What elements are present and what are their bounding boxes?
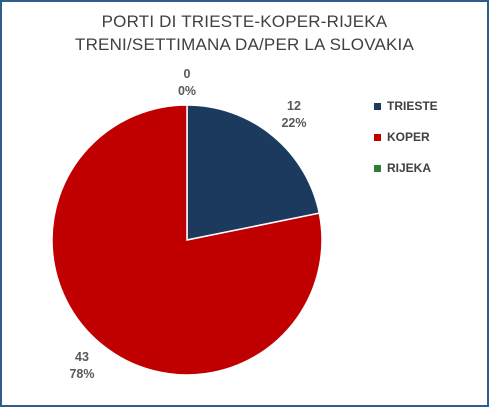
data-label-percent-rijeka: 0% (178, 84, 196, 98)
legend-label-koper: KOPER (387, 130, 430, 144)
data-label-value-koper: 43 (75, 350, 89, 364)
data-label-percent-koper: 78% (69, 367, 94, 381)
chart-subtitle: TRENI/SETTIMANA DA/PER LA SLOVAKIA (74, 35, 415, 54)
chart-title: PORTI DI TRIESTE-KOPER-RIJEKA (101, 12, 388, 31)
legend-swatch-koper (374, 134, 381, 141)
chart-title-block: PORTI DI TRIESTE-KOPER-RIJEKA TRENI/SETT… (0, 10, 489, 56)
data-label-value-trieste: 12 (287, 99, 301, 113)
data-label-value-rijeka: 0 (184, 67, 191, 81)
legend-swatch-trieste (374, 103, 381, 110)
pie-slice-trieste (186, 104, 321, 241)
legend-label-rijeka: RIJEKA (387, 161, 431, 175)
legend-label-trieste: TRIESTE (387, 99, 438, 113)
pie-slice-koper (51, 104, 323, 376)
data-label-percent-trieste: 22% (281, 116, 306, 130)
legend-swatch-rijeka (374, 165, 381, 172)
